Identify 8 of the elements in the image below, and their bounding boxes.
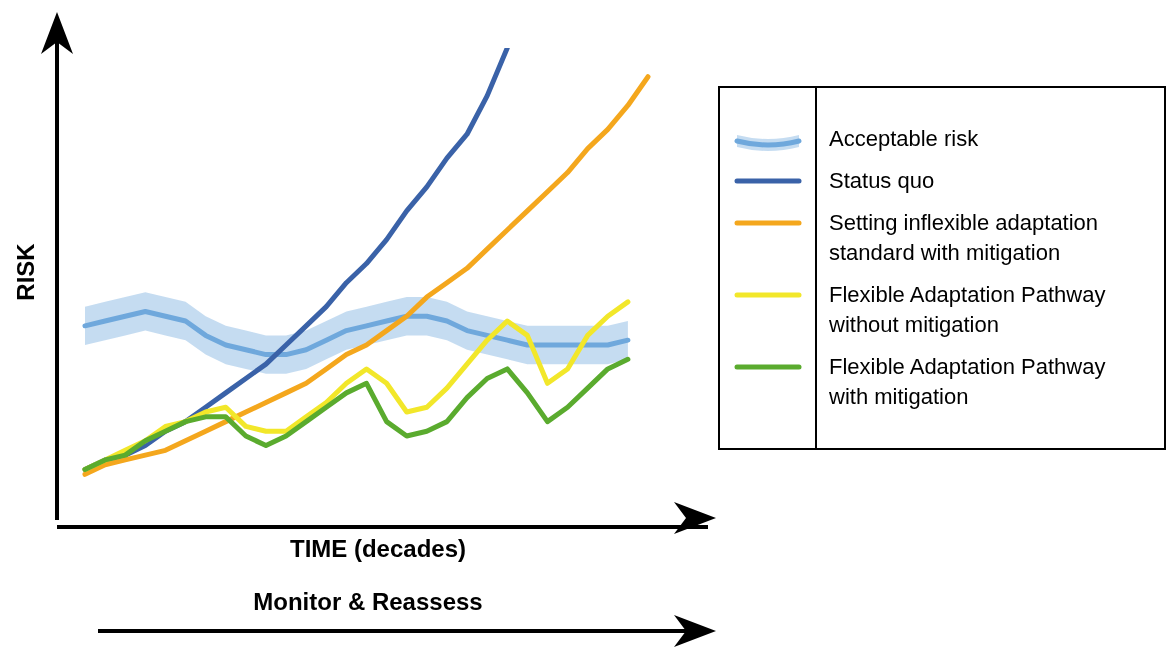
- legend-label: Status quo: [828, 167, 936, 195]
- legend-label: Acceptable risk: [828, 125, 980, 153]
- legend-label: Flexible Adaptation Pathway with mitigation: [828, 353, 1107, 411]
- x-axis-title: TIME (decades): [288, 535, 467, 563]
- y-axis-title: RISK: [12, 242, 40, 303]
- text: Monitor & Reassess: [252, 588, 484, 616]
- legend-label: Flexible Adaptation Pathway without mitigation: [828, 281, 1107, 339]
- legend-label: Setting inflexible adaptation standard with mitigation: [828, 209, 1100, 267]
